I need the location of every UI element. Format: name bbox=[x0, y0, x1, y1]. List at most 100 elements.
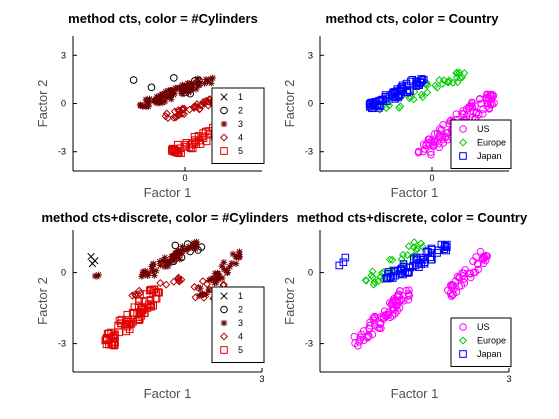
data-point-3 bbox=[204, 78, 211, 86]
subplot-2: method cts, color = Country 3 0 -3 0 Factor 1… bbox=[282, 11, 512, 200]
data-point-us bbox=[424, 139, 433, 147]
data-point-3 bbox=[145, 99, 153, 107]
legend-label-4: 4 bbox=[238, 332, 243, 342]
legend: 1 2 3 4 5 bbox=[211, 286, 265, 363]
data-point-3 bbox=[228, 259, 236, 267]
data-point-japan bbox=[341, 253, 350, 262]
data-point-us bbox=[365, 325, 374, 333]
data-point-japan bbox=[428, 255, 436, 264]
data-point-japan bbox=[416, 78, 425, 86]
data-point-3 bbox=[218, 262, 226, 270]
data-point-3 bbox=[205, 286, 213, 294]
x-axis-label: Factor 1 bbox=[391, 185, 439, 200]
data-point-3 bbox=[198, 290, 206, 297]
data-point-europe bbox=[403, 250, 412, 259]
data-point-us bbox=[394, 291, 402, 299]
data-point-japan bbox=[401, 268, 409, 277]
data-point-5 bbox=[152, 294, 161, 303]
data-point-3 bbox=[190, 240, 197, 248]
legend-marker-europe bbox=[458, 336, 468, 345]
data-point-us bbox=[485, 104, 493, 112]
data-point-us bbox=[459, 269, 468, 277]
data-point-us bbox=[392, 301, 400, 310]
legend: US Europe Japan bbox=[450, 317, 512, 367]
data-point-4 bbox=[177, 275, 186, 284]
data-point-europe bbox=[361, 276, 370, 285]
x-axis-label: Factor 1 bbox=[391, 386, 439, 401]
data-point-3 bbox=[232, 260, 240, 268]
data-point-us bbox=[386, 313, 394, 322]
y-tick-label: 0 bbox=[308, 268, 313, 278]
data-point-us bbox=[468, 98, 476, 107]
data-point-europe bbox=[395, 103, 404, 112]
y-tick-label: -3 bbox=[305, 339, 313, 349]
data-point-5 bbox=[182, 139, 191, 147]
data-point-us bbox=[376, 320, 384, 328]
data-point-3 bbox=[178, 243, 186, 250]
data-point-us bbox=[468, 103, 477, 111]
data-point-1 bbox=[91, 257, 99, 265]
data-point-5 bbox=[123, 310, 132, 319]
data-point-europe bbox=[455, 68, 464, 77]
data-point-5 bbox=[142, 290, 151, 298]
data-point-3 bbox=[236, 250, 243, 258]
data-point-us bbox=[452, 110, 461, 118]
data-point-3 bbox=[190, 242, 198, 249]
data-point-us bbox=[455, 274, 464, 282]
data-point-3 bbox=[152, 267, 160, 275]
data-point-3 bbox=[139, 268, 147, 276]
data-point-europe bbox=[452, 69, 461, 78]
data-point-4 bbox=[169, 277, 178, 286]
data-point-3 bbox=[185, 243, 193, 250]
data-point-us bbox=[395, 290, 403, 299]
data-point-3 bbox=[143, 96, 150, 104]
data-point-3 bbox=[178, 249, 186, 257]
data-point-4 bbox=[163, 113, 172, 122]
data-point-us bbox=[472, 253, 480, 261]
data-point-3 bbox=[144, 269, 152, 276]
data-point-3 bbox=[204, 76, 212, 84]
data-point-3 bbox=[91, 272, 99, 280]
data-point-us bbox=[481, 256, 490, 265]
data-point-us bbox=[472, 108, 481, 117]
y-axis-label: Factor 2 bbox=[35, 80, 50, 128]
data-point-5 bbox=[146, 300, 155, 309]
data-point-europe bbox=[410, 87, 419, 96]
data-point-japan bbox=[390, 88, 399, 96]
data-point-3 bbox=[202, 76, 210, 83]
data-point-us bbox=[380, 307, 389, 315]
data-point-3 bbox=[149, 268, 157, 276]
data-point-3 bbox=[167, 256, 175, 264]
y-tick-label: -3 bbox=[58, 147, 66, 157]
data-point-3 bbox=[226, 263, 234, 270]
data-point-5 bbox=[109, 333, 118, 342]
data-point-4 bbox=[128, 291, 137, 300]
data-point-us bbox=[370, 316, 378, 325]
data-point-japan bbox=[398, 83, 406, 91]
data-point-japan bbox=[383, 274, 391, 282]
data-point-3 bbox=[156, 262, 164, 269]
data-point-4 bbox=[180, 104, 189, 113]
data-point-5 bbox=[202, 137, 211, 146]
data-point-3 bbox=[165, 87, 173, 95]
data-point-4 bbox=[193, 102, 202, 111]
data-point-japan bbox=[387, 272, 395, 281]
legend-marker-europe bbox=[458, 138, 468, 147]
data-point-3 bbox=[146, 95, 153, 103]
data-point-us bbox=[444, 286, 452, 295]
data-point-us bbox=[405, 291, 413, 299]
data-point-3 bbox=[158, 91, 166, 98]
data-point-europe bbox=[423, 88, 432, 97]
data-point-3 bbox=[192, 85, 200, 93]
data-point-3 bbox=[174, 85, 181, 92]
data-point-us bbox=[453, 272, 462, 281]
data-point-europe bbox=[410, 238, 419, 247]
y-tick-label: 3 bbox=[308, 50, 313, 60]
data-point-japan bbox=[406, 77, 415, 86]
data-point-4 bbox=[175, 106, 184, 115]
legend-marker-japan bbox=[459, 152, 467, 160]
data-point-4 bbox=[198, 277, 207, 286]
data-point-2 bbox=[129, 76, 138, 84]
data-point-2 bbox=[197, 243, 206, 251]
x-tick-label: 0 bbox=[182, 173, 187, 183]
